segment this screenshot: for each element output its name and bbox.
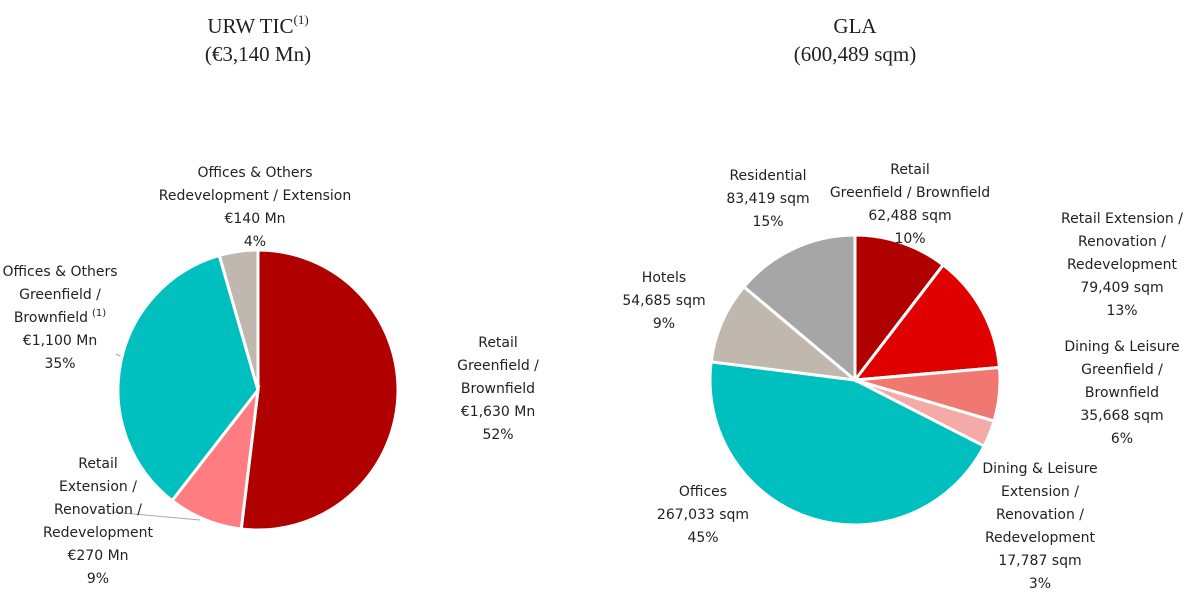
label-note: (1) bbox=[92, 308, 106, 319]
slice-label: Offices & Others bbox=[2, 264, 117, 280]
slice-label: Retail bbox=[890, 162, 930, 178]
slice-label-text: Greenfield / Brownfield bbox=[830, 185, 990, 201]
slice-label-text: Redevelopment / Extension bbox=[159, 188, 351, 204]
slice-label: Greenfield / bbox=[19, 287, 101, 303]
pie-slice bbox=[853, 233, 946, 385]
slice-label: Renovation / bbox=[996, 507, 1084, 523]
slice-label: Offices bbox=[679, 484, 727, 500]
chart-subtitle: (€3,140 Mn) bbox=[205, 42, 311, 66]
slice-value-label: 54,685 sqm bbox=[622, 293, 705, 309]
pie-slice bbox=[741, 233, 857, 384]
slice-label: Dining & Leisure bbox=[1064, 339, 1179, 355]
slice-label: Hotels bbox=[642, 270, 686, 286]
slice-label-text: Dining & Leisure bbox=[1064, 339, 1179, 355]
pie-slice bbox=[116, 253, 260, 503]
slice-label-text: Greenfield / bbox=[19, 287, 101, 303]
pie-slice bbox=[708, 360, 987, 527]
slice-label-text: Offices bbox=[679, 484, 727, 500]
slice-value-label: 17,787 sqm bbox=[998, 553, 1081, 569]
slice-value-label: 267,033 sqm bbox=[657, 507, 749, 523]
slice-label-text: Brownfield bbox=[461, 381, 535, 397]
slice-label-text: Retail bbox=[478, 335, 518, 351]
slice-label: Dining & Leisure bbox=[982, 461, 1097, 477]
slice-value-label: 62,488 sqm bbox=[868, 208, 951, 224]
chart-title: URW TIC(1) bbox=[207, 12, 308, 38]
slice-percent-label: 52% bbox=[482, 427, 513, 443]
slice-label-text: Redevelopment bbox=[43, 525, 154, 541]
slice-label-text: Dining & Leisure bbox=[982, 461, 1097, 477]
title-note: (1) bbox=[293, 12, 308, 27]
slice-label: Offices & Others bbox=[197, 165, 312, 181]
slice-label-text: Brownfield bbox=[1085, 385, 1159, 401]
slice-label-text: Redevelopment bbox=[985, 530, 1096, 546]
slice-label: Brownfield bbox=[461, 381, 535, 397]
slice-percent-label: 15% bbox=[752, 214, 783, 230]
slice-label: Greenfield / bbox=[1081, 362, 1163, 378]
slice-label: Redevelopment bbox=[43, 525, 154, 541]
slice-label: Renovation / bbox=[1078, 234, 1166, 250]
slice-label: Greenfield / bbox=[457, 358, 539, 374]
slice-label-text: Hotels bbox=[642, 270, 686, 286]
slice-value-label: 35,668 sqm bbox=[1080, 408, 1163, 424]
slice-label: Greenfield / Brownfield bbox=[830, 185, 990, 201]
slice-label-text: Renovation / bbox=[996, 507, 1084, 523]
pie-slice bbox=[851, 262, 1002, 382]
slice-percent-label: 13% bbox=[1106, 303, 1137, 319]
slice-label: Renovation / bbox=[54, 502, 142, 518]
slice-label-text: Offices & Others bbox=[197, 165, 312, 181]
slice-value-label: €270 Mn bbox=[67, 548, 128, 564]
slice-label-text: Extension / bbox=[1001, 484, 1079, 500]
slice-label-text: Greenfield / bbox=[1081, 362, 1163, 378]
slice-percent-label: 10% bbox=[894, 231, 925, 247]
slice-value-label: €140 Mn bbox=[224, 211, 285, 227]
slice-label: Extension / bbox=[59, 479, 137, 495]
slice-label-text: Retail Extension / bbox=[1061, 211, 1183, 227]
chart-title-text: GLA bbox=[833, 14, 877, 38]
slice-value-label: 79,409 sqm bbox=[1080, 280, 1163, 296]
slice-label: Redevelopment bbox=[1067, 257, 1178, 273]
slice-value-label: 83,419 sqm bbox=[726, 191, 809, 207]
pie-slice bbox=[217, 248, 260, 391]
slice-label: Extension / bbox=[1001, 484, 1079, 500]
slice-percent-label: 4% bbox=[244, 234, 266, 250]
slice-percent-label: 35% bbox=[44, 356, 75, 372]
slice-percent-label: 6% bbox=[1111, 431, 1133, 447]
slice-label-text: Residential bbox=[729, 168, 806, 184]
slice-label: Brownfield (1) bbox=[14, 308, 106, 326]
slice-label: Brownfield bbox=[1085, 385, 1159, 401]
slice-label: Residential bbox=[729, 168, 806, 184]
slice-label-text: Renovation / bbox=[1078, 234, 1166, 250]
slice-label-text: Retail bbox=[890, 162, 930, 178]
pie-slice bbox=[709, 284, 860, 383]
slice-label-text: Greenfield / bbox=[457, 358, 539, 374]
slice-label-text: Extension / bbox=[59, 479, 137, 495]
pie-slice bbox=[239, 248, 400, 532]
slice-percent-label: 45% bbox=[687, 530, 718, 546]
slice-label: Retail bbox=[478, 335, 518, 351]
slice-label: Retail bbox=[78, 456, 118, 472]
slice-value-label: €1,100 Mn bbox=[23, 333, 97, 349]
chart-subtitle: (600,489 sqm) bbox=[794, 42, 917, 66]
slice-percent-label: 9% bbox=[653, 316, 675, 332]
chart-title-text: URW TIC bbox=[207, 14, 293, 38]
chart-title: GLA bbox=[833, 14, 877, 38]
slice-label: Redevelopment / Extension bbox=[159, 188, 351, 204]
slice-label-text: Renovation / bbox=[54, 502, 142, 518]
slice-percent-label: 3% bbox=[1029, 576, 1051, 592]
slice-label: Redevelopment bbox=[985, 530, 1096, 546]
slice-label-text: Offices & Others bbox=[2, 264, 117, 280]
slice-value-label: €1,630 Mn bbox=[461, 404, 535, 420]
slice-label-text: Redevelopment bbox=[1067, 257, 1178, 273]
slice-label-text: Brownfield bbox=[14, 310, 88, 326]
slice-label: Retail Extension / bbox=[1061, 211, 1183, 227]
leader-line bbox=[111, 511, 201, 521]
slice-label-text: Retail bbox=[78, 456, 118, 472]
slice-percent-label: 9% bbox=[87, 571, 109, 587]
